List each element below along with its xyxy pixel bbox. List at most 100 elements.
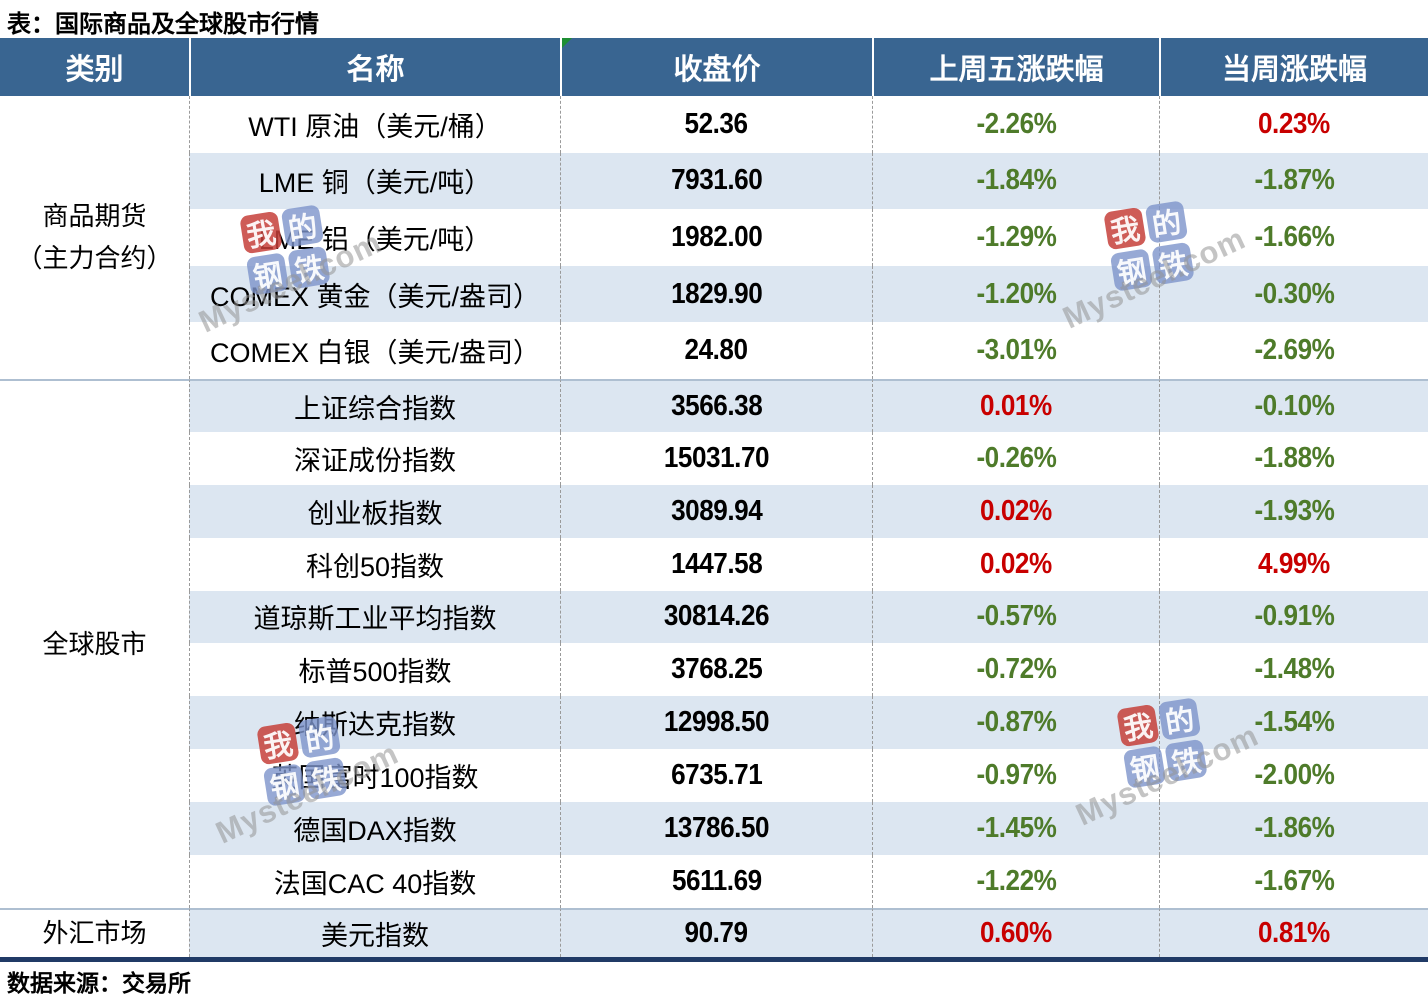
close-cell: 1447.58 <box>560 537 872 591</box>
change-value: 0.02% <box>980 547 1052 580</box>
week-change-cell: -2.00% <box>1159 749 1428 803</box>
name-cell: 深证成份指数 <box>189 431 560 485</box>
name-cell: LME 铜（美元/吨） <box>189 152 560 210</box>
change-value: -1.93% <box>1253 494 1334 527</box>
close-cell: 1829.90 <box>560 265 872 323</box>
instrument-name: 美元指数 <box>321 920 429 951</box>
column-header: 名称 <box>189 38 560 96</box>
change-value: -1.67% <box>1253 864 1334 897</box>
column-header: 类别 <box>0 38 189 96</box>
week-change-cell: 4.99% <box>1159 537 1428 591</box>
change-value: -0.87% <box>975 706 1056 739</box>
instrument-name: 深证成份指数 <box>294 445 456 476</box>
change-value: -0.26% <box>975 441 1056 474</box>
name-cell: WTI 原油（美元/桶） <box>189 96 560 153</box>
close-cell: 3089.94 <box>560 484 872 538</box>
instrument-name: LME 铝（美元/吨） <box>258 224 492 255</box>
name-cell: 道琼斯工业平均指数 <box>189 590 560 644</box>
close-cell: 30814.26 <box>560 590 872 644</box>
name-cell: 上证综合指数 <box>189 378 560 432</box>
category-cell: 全球股市 <box>0 378 189 908</box>
last-friday-change-cell: -3.01% <box>872 322 1159 379</box>
name-cell: 德国DAX指数 <box>189 802 560 855</box>
week-change-cell: -1.54% <box>1159 696 1428 750</box>
close-value: 6735.71 <box>670 759 763 792</box>
close-value: 52.36 <box>684 107 749 140</box>
change-value: -1.54% <box>1253 706 1334 739</box>
last-friday-change-cell: -1.22% <box>872 854 1159 908</box>
last-friday-change-cell: -0.72% <box>872 643 1159 697</box>
instrument-name: 纳斯达克指数 <box>294 710 456 741</box>
instrument-name: COMEX 黄金（美元/盎司） <box>209 281 540 312</box>
week-change-cell: -0.30% <box>1159 265 1428 323</box>
change-value: -1.48% <box>1253 653 1334 686</box>
last-friday-change-cell: -2.26% <box>872 96 1159 153</box>
close-value: 12998.50 <box>663 706 770 739</box>
close-value: 1447.58 <box>670 547 763 580</box>
close-cell: 3768.25 <box>560 643 872 697</box>
instrument-name: 标普500指数 <box>298 657 452 688</box>
close-cell: 15031.70 <box>560 431 872 485</box>
name-cell: LME 铝（美元/吨） <box>189 209 560 266</box>
last-friday-change-cell: -1.45% <box>872 802 1159 855</box>
week-change-cell: -1.87% <box>1159 152 1428 210</box>
name-cell: COMEX 黄金（美元/盎司） <box>189 265 560 323</box>
change-value: -1.86% <box>1253 812 1334 845</box>
close-value: 30814.26 <box>663 600 770 633</box>
last-friday-change-cell: -0.26% <box>872 431 1159 485</box>
change-value: 4.99% <box>1258 547 1330 580</box>
last-friday-change-cell: -0.87% <box>872 696 1159 750</box>
change-value: 0.60% <box>980 916 1052 949</box>
change-value: -0.91% <box>1253 600 1334 633</box>
instrument-name: 创业板指数 <box>307 498 443 529</box>
change-value: -2.69% <box>1253 334 1334 367</box>
category-cell: 商品期货 （主力合约） <box>0 96 189 379</box>
week-change-cell: 0.23% <box>1159 96 1428 153</box>
market-table: 类别 名称 收盘价 上周五涨跌幅 当周涨跌幅 商品期货 （主力合约） WTI 原油（美元/桶… <box>0 38 1428 962</box>
data-source: 数据来源：交易所 <box>7 970 191 996</box>
close-value: 3768.25 <box>670 653 763 686</box>
week-change-cell: -1.88% <box>1159 431 1428 485</box>
week-change-cell: -1.86% <box>1159 802 1428 855</box>
change-value: -1.66% <box>1253 220 1334 253</box>
close-cell: 3566.38 <box>560 378 872 432</box>
close-value: 1982.00 <box>670 220 763 253</box>
week-change-cell: -2.69% <box>1159 322 1428 379</box>
close-value: 15031.70 <box>663 441 770 474</box>
change-value: -3.01% <box>975 334 1056 367</box>
close-value: 3089.94 <box>670 494 763 527</box>
change-value: -1.20% <box>975 277 1056 310</box>
change-value: -2.00% <box>1253 759 1334 792</box>
instrument-name: WTI 原油（美元/桶） <box>248 111 502 142</box>
change-value: 0.23% <box>1258 107 1330 140</box>
name-cell: 纳斯达克指数 <box>189 696 560 750</box>
close-cell: 90.79 <box>560 907 872 957</box>
week-change-cell: 0.81% <box>1159 907 1428 957</box>
close-cell: 52.36 <box>560 96 872 153</box>
instrument-name: 科创50指数 <box>305 551 445 582</box>
last-friday-change-cell: -1.29% <box>872 209 1159 266</box>
change-value: -1.87% <box>1253 164 1334 197</box>
close-cell: 12998.50 <box>560 696 872 750</box>
name-cell: 创业板指数 <box>189 484 560 538</box>
last-friday-change-cell: 0.02% <box>872 537 1159 591</box>
column-header: 当周涨跌幅 <box>1159 38 1428 96</box>
last-friday-change-cell: 0.02% <box>872 484 1159 538</box>
week-change-cell: -1.66% <box>1159 209 1428 266</box>
last-friday-change-cell: 0.60% <box>872 907 1159 957</box>
name-cell: 法国CAC 40指数 <box>189 854 560 908</box>
change-value: -0.57% <box>975 600 1056 633</box>
name-cell: 美元指数 <box>189 907 560 957</box>
instrument-name: 英国富时100指数 <box>271 763 479 794</box>
last-friday-change-cell: -0.97% <box>872 749 1159 803</box>
last-friday-change-cell: -1.20% <box>872 265 1159 323</box>
change-value: -0.10% <box>1253 389 1334 422</box>
change-value: -2.26% <box>975 107 1056 140</box>
column-header: 收盘价 <box>560 38 872 96</box>
instrument-name: LME 铜（美元/吨） <box>258 168 492 199</box>
week-change-cell: -1.67% <box>1159 854 1428 908</box>
last-friday-change-cell: -1.84% <box>872 152 1159 210</box>
change-value: -1.88% <box>1253 441 1334 474</box>
close-value: 7931.60 <box>670 164 763 197</box>
instrument-name: 德国DAX指数 <box>293 816 457 847</box>
